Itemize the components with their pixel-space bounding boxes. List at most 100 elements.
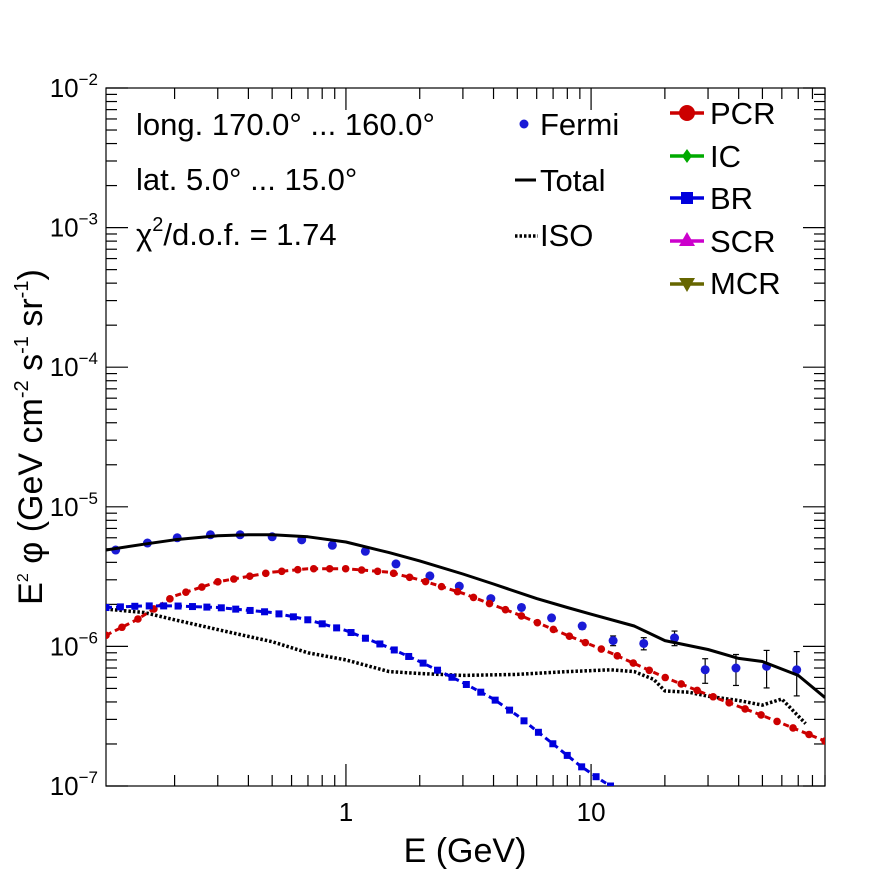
fermi-data-point [547, 613, 557, 623]
series-pcr-marker [309, 564, 318, 573]
series-pcr-marker [118, 623, 126, 632]
series-br-marker [261, 608, 269, 616]
series-br-marker [578, 763, 586, 771]
fermi-data-point [327, 540, 337, 550]
legend-fermi-marker [519, 119, 529, 129]
series-br-marker [188, 603, 196, 611]
legend-right: PCR IC BR SCR MCR [670, 96, 781, 301]
series-br-marker [304, 616, 312, 624]
x-tick-label: 1 [339, 797, 353, 827]
series-br-marker [145, 602, 153, 610]
plot-frame [105, 87, 826, 787]
series-br-marker [491, 696, 499, 704]
series-pcr-marker [485, 599, 494, 608]
tick-labels: 1 10 10−7 10−6 10−5 10−4 10−3 10−2 [50, 70, 606, 827]
y-axis-title-exp2: -2 [11, 380, 33, 398]
series-total-line [106, 533, 825, 699]
legend-total-label: Total [540, 163, 605, 198]
series-pcr-marker [741, 705, 749, 713]
legend-br-marker [681, 192, 693, 204]
series-pcr-marker [453, 587, 462, 596]
legend-br-label: BR [710, 181, 753, 216]
y-axis-title-exp1: 2 [15, 573, 32, 582]
y-axis-title-exp4: -1 [11, 281, 33, 299]
series-pcr-marker [198, 583, 206, 591]
series-pcr-marker [106, 631, 110, 640]
series-pcr-marker [693, 686, 701, 695]
series-br-marker [405, 652, 413, 660]
series-pcr-marker [134, 615, 142, 623]
x-axis-title: E (GeV) [404, 832, 527, 870]
series-pcr-marker [182, 588, 190, 597]
series-pcr-marker [214, 578, 222, 586]
fermi-data-point [670, 633, 680, 643]
legend-iso-label: ISO [540, 218, 593, 253]
series-pcr-marker [166, 595, 174, 603]
series-br-marker [390, 646, 398, 654]
fermi-data-point [391, 559, 401, 569]
y-axis-title-sr: sr [12, 298, 50, 336]
legend-mcr-marker [679, 278, 695, 292]
series-br-marker [361, 634, 369, 642]
series-br-marker [275, 610, 283, 618]
series-pcr-marker [709, 692, 717, 701]
x-tick-label: 10 [577, 797, 606, 827]
series-pcr-marker [629, 659, 638, 667]
fermi-data-point [792, 665, 802, 675]
legend-pcr-marker [679, 105, 695, 121]
series-pcr-marker [421, 577, 430, 586]
y-tick-label: 10−7 [50, 768, 98, 801]
series-br-marker [520, 717, 528, 725]
y-tick-label: 10−2 [50, 70, 98, 103]
chi-exponent: 2 [152, 214, 163, 236]
series-br-marker [592, 773, 600, 781]
series-br-line [106, 604, 612, 786]
series-pcr-marker [805, 730, 813, 739]
series-pcr-marker [230, 575, 238, 583]
legend-mcr-label: MCR [710, 266, 781, 301]
series-pcr-marker [565, 632, 574, 640]
series-pcr-marker [549, 625, 558, 634]
series-br-marker [203, 603, 211, 611]
y-tick-label: 10−5 [50, 489, 98, 522]
series-pcr-marker [469, 593, 478, 602]
series-br-marker [477, 688, 485, 696]
series-pcr-marker [277, 567, 286, 576]
series-pcr-marker [581, 638, 590, 647]
legend-pcr-label: PCR [710, 96, 775, 131]
fermi-data-point [700, 665, 710, 675]
y-axis-title-e: E [12, 582, 50, 605]
y-axis-title-phi: φ (GeV cm [12, 398, 50, 573]
series-br-marker [333, 624, 341, 632]
series-pcr-marker [773, 717, 781, 726]
fermi-data-point [608, 636, 618, 646]
y-axis-title: E2 φ (GeV cm-2 s-1 sr-1) [11, 269, 50, 605]
series-br-marker [106, 603, 110, 611]
series-br-marker [563, 751, 571, 759]
series-pcr-marker [821, 737, 825, 745]
legend-ic-marker [682, 149, 692, 163]
series-pcr-marker [597, 645, 606, 653]
fermi-data-point [425, 571, 435, 581]
series-br-marker [448, 673, 456, 681]
series-br-marker [549, 740, 557, 748]
series-pcr-marker [389, 569, 398, 578]
series-br-marker [246, 606, 254, 614]
series-layer [106, 530, 825, 786]
series-pcr-marker [437, 582, 446, 591]
series-br-marker [434, 666, 442, 674]
series-br-marker [131, 602, 139, 610]
chi-rest: /d.o.f. = 1.74 [163, 217, 336, 252]
series-pcr-marker [501, 605, 510, 614]
series-br-marker [462, 680, 470, 688]
y-axis-title-exp3: -1 [11, 336, 33, 354]
fermi-data-point [577, 621, 587, 631]
series-pcr-marker [645, 666, 654, 675]
series-br-marker [174, 602, 182, 610]
series-br-marker [347, 629, 355, 637]
series-pcr-marker [341, 564, 350, 573]
annotation-latitude: lat. 5.0° ... 15.0° [136, 162, 357, 197]
series-iso-line [106, 607, 807, 725]
series-br-marker [506, 706, 514, 714]
